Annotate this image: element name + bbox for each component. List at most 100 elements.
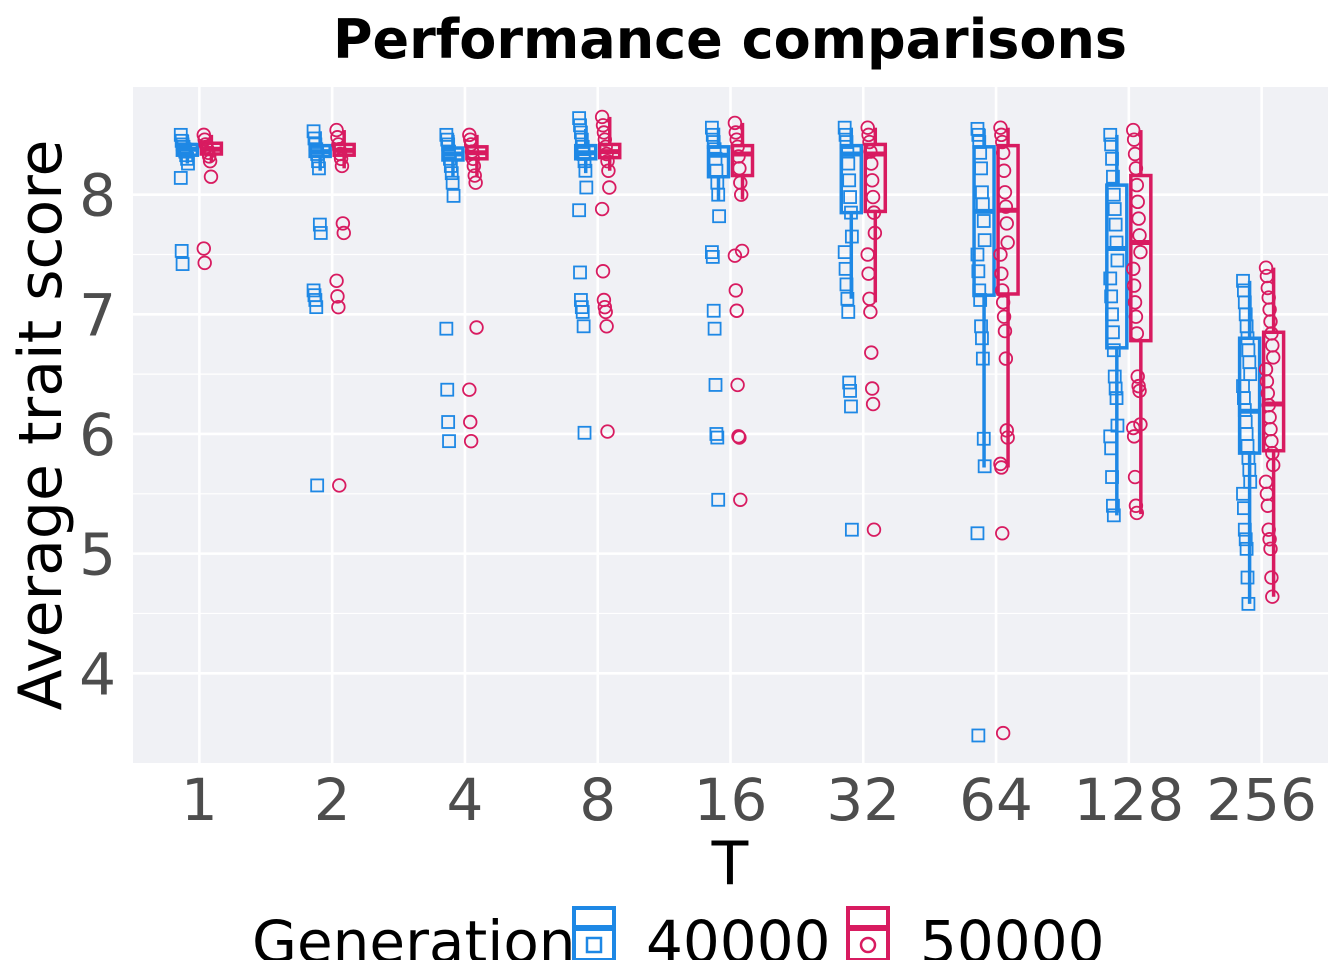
point-40000	[574, 132, 589, 147]
point-40000	[173, 171, 188, 185]
point-50000	[1126, 420, 1141, 436]
point-40000	[706, 303, 721, 318]
point-50000	[734, 187, 749, 202]
y-tick-labels: 4 5 6 7 8	[79, 162, 116, 709]
point-50000	[597, 132, 613, 147]
point-50000	[335, 216, 351, 231]
point-40000	[445, 175, 460, 190]
point-40000	[1243, 474, 1258, 489]
point-40000	[577, 425, 592, 440]
point-50000	[333, 151, 349, 166]
point-50000	[465, 151, 481, 166]
point-50000	[468, 175, 483, 190]
point-40000	[971, 127, 986, 142]
point-50000	[1128, 309, 1144, 324]
point-40000	[976, 214, 991, 228]
point-40000	[705, 127, 720, 142]
point-40000	[575, 139, 590, 154]
point-40000	[1107, 202, 1122, 216]
point-50000	[329, 122, 344, 138]
point-40000	[1108, 217, 1123, 232]
point-50000	[595, 264, 611, 279]
point-50000	[1263, 541, 1278, 557]
point-50000	[1260, 280, 1276, 296]
point-50000	[1266, 457, 1281, 473]
point-40000	[708, 378, 723, 392]
point-40000	[180, 151, 194, 166]
chart-title: Performance comparisons	[333, 8, 1127, 71]
point-40000	[1109, 391, 1124, 405]
point-40000	[439, 321, 454, 336]
point-40000	[837, 245, 852, 260]
point-40000	[973, 145, 988, 160]
point-40000	[577, 154, 592, 169]
point-50000	[1128, 161, 1144, 176]
point-50000	[863, 304, 878, 320]
point-40000	[181, 156, 195, 171]
point-40000	[841, 305, 856, 319]
x-tick-labels: 1 2 4 8 16 32 64 128 256	[181, 766, 1317, 834]
point-50000	[861, 266, 876, 281]
point-40000	[1236, 273, 1250, 288]
point-50000	[599, 319, 614, 334]
point-50000	[996, 309, 1012, 324]
x-tick-label: 128	[1073, 766, 1184, 834]
point-50000	[1131, 378, 1146, 394]
point-50000	[1000, 235, 1015, 250]
point-50000	[598, 304, 613, 320]
point-40000	[1243, 367, 1258, 382]
point-40000	[574, 300, 589, 315]
point-50000	[995, 526, 1010, 541]
point-40000	[1240, 570, 1255, 585]
point-40000	[1237, 501, 1251, 516]
point-40000	[572, 111, 587, 126]
point-50000	[329, 273, 344, 289]
point-40000	[705, 120, 719, 135]
point-50000	[596, 125, 612, 140]
point-40000	[706, 135, 721, 149]
point-50000	[203, 169, 219, 184]
point-50000	[729, 303, 744, 318]
point-40000	[976, 431, 991, 446]
x-tick-label: 256	[1206, 766, 1317, 834]
point-50000	[730, 377, 745, 393]
point-50000	[999, 423, 1014, 438]
point-50000	[997, 323, 1013, 339]
point-40000	[711, 187, 726, 202]
point-40000	[837, 120, 852, 135]
point-50000	[464, 144, 480, 159]
x-tick-label: 2	[314, 766, 351, 834]
point-40000	[310, 478, 325, 493]
point-40000	[443, 159, 458, 173]
point-40000	[973, 293, 988, 307]
point-50000	[1129, 326, 1145, 341]
point-50000	[995, 145, 1011, 161]
point-50000	[864, 173, 880, 188]
point-50000	[597, 299, 613, 315]
point-40000	[1103, 127, 1118, 142]
point-50000	[732, 161, 747, 176]
point-40000	[1104, 289, 1119, 304]
point-50000	[462, 127, 477, 143]
point-40000	[441, 137, 456, 152]
point-50000	[600, 424, 615, 439]
point-50000	[995, 295, 1011, 310]
point-50000	[197, 132, 212, 147]
point-40000	[972, 283, 987, 298]
point-50000	[994, 266, 1009, 281]
x-tick-label: 4	[446, 766, 483, 834]
point-40000	[1106, 187, 1121, 202]
point-50000	[998, 351, 1014, 366]
point-40000	[1104, 441, 1119, 456]
point-50000	[995, 134, 1010, 150]
point-50000	[1127, 295, 1143, 310]
point-40000	[312, 161, 326, 176]
y-tick-label: 7	[79, 281, 116, 349]
point-50000	[602, 180, 617, 195]
point-50000	[732, 430, 747, 445]
point-50000	[600, 153, 615, 169]
point-40000	[844, 205, 858, 220]
point-50000	[728, 125, 744, 140]
point-50000	[995, 725, 1011, 741]
